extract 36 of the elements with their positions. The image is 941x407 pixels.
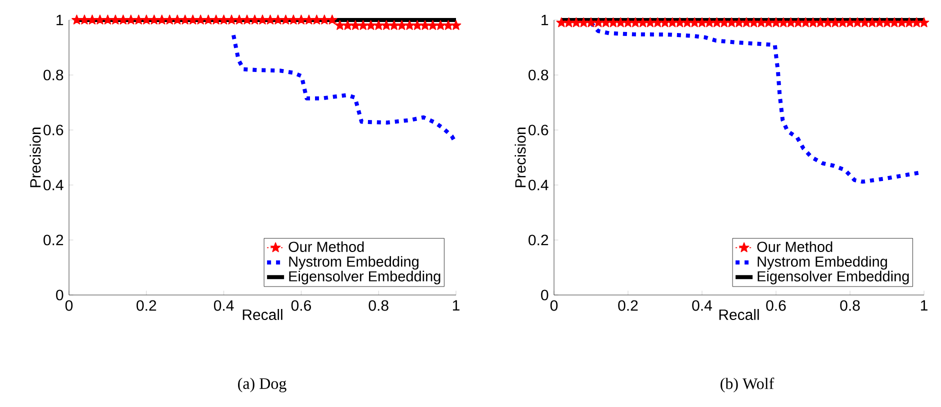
legend-label: Our Method <box>757 241 832 252</box>
text: (b) Wolf <box>720 378 774 392</box>
y-tick-label: 0.4 <box>44 180 64 190</box>
x-tick-label: 0.6 <box>291 300 311 311</box>
legend-label: Nystrom Embedding <box>758 256 887 270</box>
y-axis-title: Precision <box>514 128 526 188</box>
x-tick-label: 0.8 <box>840 300 860 311</box>
text: (a) Dog <box>238 378 286 392</box>
y-tick-label: 0 <box>56 290 64 300</box>
x-tick-label: 0 <box>65 300 73 311</box>
y-tick-label: 0.4 <box>528 180 548 190</box>
y-tick-label: 1 <box>542 14 548 26</box>
y-tick-label: 0.8 <box>528 70 548 80</box>
legend-label: Our Method <box>288 241 364 252</box>
y-tick-label: 1 <box>56 14 64 26</box>
x-tick-label: 1 <box>452 300 460 311</box>
legend-label: Nystrom Embedding <box>289 256 418 270</box>
y-tick-label: 0.6 <box>528 124 548 136</box>
x-tick-label: 1 <box>920 300 928 311</box>
legend-label: Eigensolver Embedding <box>758 270 909 284</box>
x-tick-label: 0.2 <box>618 300 638 311</box>
y-tick-label: 0.8 <box>44 70 64 80</box>
x-axis-title: Recall <box>242 309 282 320</box>
y-tick-label: 0.2 <box>528 234 548 246</box>
x-tick-label: 0.2 <box>136 300 156 311</box>
x-tick-label: 0.8 <box>368 300 388 311</box>
legend-label: Eigensolver Embedding <box>289 270 440 284</box>
x-tick-label: 0.4 <box>692 300 712 311</box>
y-axis-title: Precision <box>30 128 41 188</box>
y-tick-label: 0.2 <box>44 234 64 246</box>
y-tick-label: 0 <box>541 290 548 300</box>
y-tick-label: 0.6 <box>44 124 64 136</box>
x-tick-label: 0.4 <box>214 300 234 311</box>
x-tick-label: 0.6 <box>766 300 786 311</box>
x-tick-label: 0 <box>550 300 558 311</box>
x-axis-title: Recall <box>719 309 759 320</box>
